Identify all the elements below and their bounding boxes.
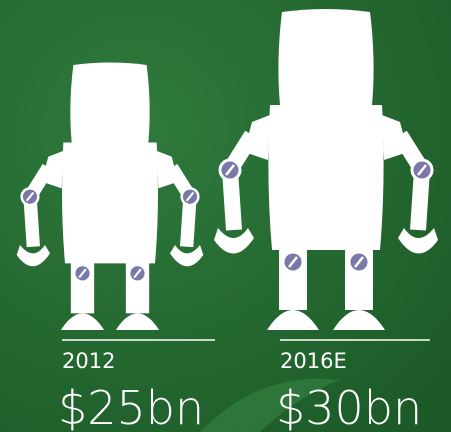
robot-joint-slot — [78, 268, 87, 279]
robot-foot — [60, 313, 105, 330]
robot-joint-slot — [354, 256, 364, 268]
value-label: $30bn — [276, 381, 422, 432]
robot-claw — [214, 228, 254, 254]
robot-head — [278, 9, 374, 105]
robot-head — [70, 62, 150, 143]
robot-claw — [398, 228, 438, 254]
robot-foot — [115, 313, 160, 330]
robot — [16, 62, 204, 330]
robot-joint-slot — [25, 191, 35, 202]
robot — [214, 9, 438, 330]
robot-joint-slot — [417, 164, 427, 176]
decor — [200, 378, 340, 432]
robot-joint-slot — [185, 191, 195, 202]
robot-foot — [267, 310, 319, 330]
value-label: $25bn — [58, 381, 204, 432]
robot-joint-slot — [133, 268, 142, 279]
robot-claw — [170, 245, 204, 267]
category-label: 2016E — [280, 349, 347, 373]
robot-joint-slot — [225, 164, 235, 176]
robot-claw — [16, 245, 50, 267]
robot-foot — [333, 310, 385, 330]
robot-body — [268, 105, 384, 250]
robot-joint-slot — [288, 256, 298, 268]
category-label: 2012 — [62, 349, 115, 373]
robot-body — [62, 142, 158, 264]
